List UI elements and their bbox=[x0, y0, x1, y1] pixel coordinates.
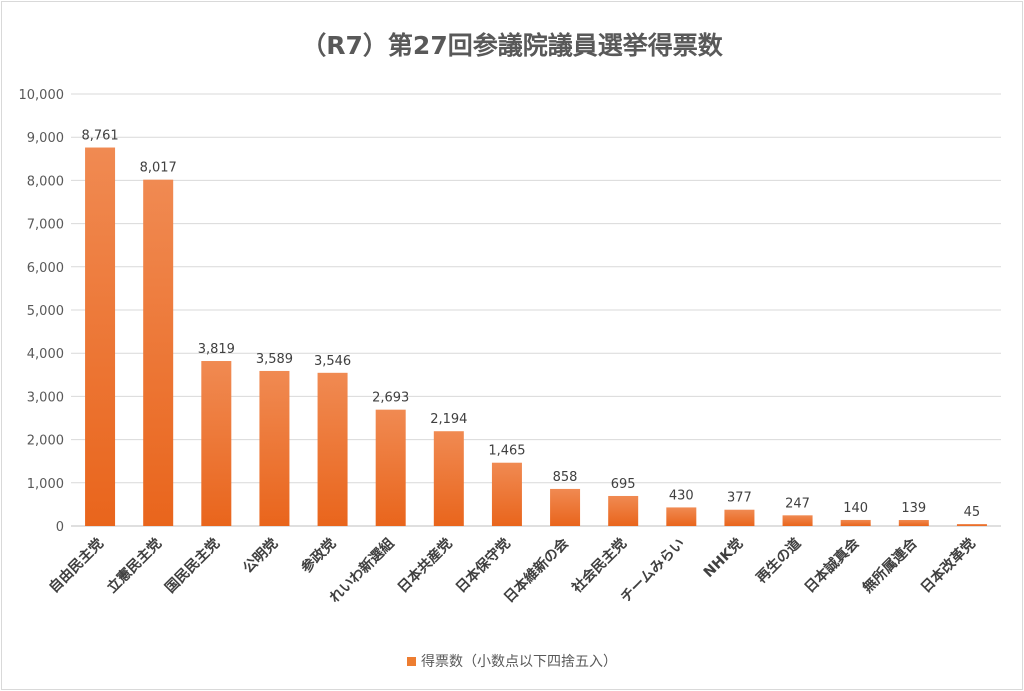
data-label: 8,761 bbox=[81, 129, 118, 144]
bar bbox=[782, 515, 813, 526]
legend-label: 得票数（小数点以下四捨五入） bbox=[421, 654, 617, 670]
y-tick-label: 9,000 bbox=[27, 131, 64, 146]
data-label: 140 bbox=[843, 501, 868, 516]
data-label: 3,819 bbox=[198, 342, 235, 357]
y-tick-label: 7,000 bbox=[27, 218, 64, 233]
bar bbox=[375, 409, 406, 526]
chart-title: （R7）第27回参議院議員選挙得票数 bbox=[301, 31, 723, 60]
bar bbox=[491, 462, 522, 526]
y-tick-label: 5,000 bbox=[27, 304, 64, 319]
data-label: 45 bbox=[964, 505, 981, 520]
y-tick-label: 1,000 bbox=[27, 477, 64, 492]
x-tick-label: 再生の道 bbox=[753, 535, 805, 587]
x-tick-label: 日本誠真会 bbox=[801, 534, 863, 596]
data-label: 3,546 bbox=[314, 354, 351, 369]
bar bbox=[724, 509, 755, 526]
data-label: 377 bbox=[727, 491, 752, 506]
y-tick-label: 6,000 bbox=[27, 261, 64, 276]
data-label: 2,693 bbox=[372, 391, 409, 406]
y-tick-label: 8,000 bbox=[27, 174, 64, 189]
legend-swatch bbox=[407, 656, 416, 666]
x-tick-label: 社会民主党 bbox=[568, 535, 630, 597]
x-tick-label: 立憲民主党 bbox=[103, 535, 165, 597]
bar bbox=[201, 361, 232, 526]
bar bbox=[143, 179, 174, 527]
bar bbox=[608, 495, 639, 526]
x-tick-label: 無所属連合 bbox=[859, 534, 921, 596]
y-tick-label: 10,000 bbox=[19, 88, 65, 103]
x-tick-label: 参政党 bbox=[298, 535, 340, 577]
y-tick-label: 3,000 bbox=[27, 390, 64, 405]
y-tick-label: 2,000 bbox=[27, 434, 64, 449]
bar bbox=[433, 431, 464, 526]
x-tick-label: 自由民主党 bbox=[45, 535, 107, 597]
data-label: 247 bbox=[785, 496, 810, 511]
bar bbox=[317, 372, 348, 526]
data-label: 2,194 bbox=[430, 412, 467, 427]
bar bbox=[898, 519, 929, 526]
bar bbox=[259, 370, 290, 526]
data-label: 1,465 bbox=[488, 444, 525, 459]
legend: 得票数（小数点以下四捨五入） bbox=[0, 651, 1024, 671]
bar bbox=[956, 524, 987, 526]
bar bbox=[550, 488, 581, 526]
data-label: 8,017 bbox=[140, 161, 177, 176]
data-label: 430 bbox=[669, 488, 694, 503]
x-tick-label: 日本改革党 bbox=[917, 535, 979, 597]
bar bbox=[840, 519, 871, 526]
y-tick-label: 4,000 bbox=[27, 347, 64, 362]
data-label: 3,589 bbox=[256, 352, 293, 367]
data-label: 139 bbox=[901, 501, 926, 516]
data-label: 695 bbox=[611, 477, 636, 492]
bar bbox=[666, 507, 697, 526]
data-label: 858 bbox=[553, 470, 578, 485]
x-tick-label: 公明党 bbox=[240, 535, 282, 577]
x-tick-label: 日本保守党 bbox=[452, 535, 514, 597]
x-tick-label: NHK党 bbox=[700, 535, 746, 581]
x-tick-label: 国民民主党 bbox=[162, 535, 224, 597]
x-tick-label: 日本共産党 bbox=[394, 535, 456, 597]
y-tick-label: 0 bbox=[56, 520, 64, 535]
bar bbox=[85, 147, 116, 527]
